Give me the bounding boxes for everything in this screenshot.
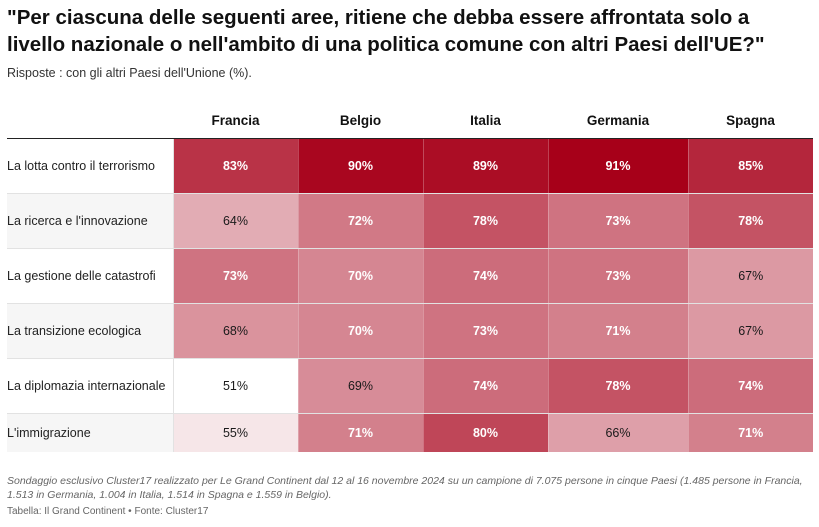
heat-cell-germania: 73%: [547, 193, 688, 249]
heat-cell-germania: 71%: [547, 303, 688, 359]
row-label: La lotta contro il terrorismo: [7, 138, 174, 194]
heat-cell-francia: 73%: [172, 248, 298, 304]
column-header-germania: Germania: [548, 103, 688, 139]
heat-cell-spagna: 67%: [687, 248, 813, 304]
heat-cell-francia: 83%: [172, 138, 298, 194]
column-header-spagna: Spagna: [688, 103, 813, 139]
heat-cell-francia: 55%: [172, 413, 298, 452]
heat-cell-belgio: 72%: [297, 193, 423, 249]
heat-cell-germania: 91%: [547, 138, 688, 194]
heat-cell-spagna: 78%: [687, 193, 813, 249]
heat-cell-italia: 89%: [422, 138, 548, 194]
table-row: La transizione ecologica 68% 70% 73% 71% 67%: [7, 303, 813, 359]
heatmap-body: La lotta contro il terrorismo 83% 90% 89% 91…: [7, 138, 813, 452]
heatmap-table: Francia Belgio Italia Germania Spagna La…: [7, 103, 813, 452]
header-row: Francia Belgio Italia Germania Spagna: [7, 103, 813, 139]
table-row: La gestione delle catastrofi 73% 70% 74% 73%…: [7, 248, 813, 304]
footnote: Sondaggio esclusivo Cluster17 realizzato…: [7, 475, 803, 501]
column-header-belgio: Belgio: [298, 103, 423, 139]
heat-cell-francia: 51%: [172, 358, 298, 414]
heat-cell-belgio: 90%: [297, 138, 423, 194]
heat-cell-germania: 73%: [547, 248, 688, 304]
heat-cell-italia: 74%: [422, 358, 548, 414]
heat-cell-belgio: 70%: [297, 248, 423, 304]
chart-title: "Per ciascuna delle seguenti aree, ritie…: [7, 6, 765, 56]
heat-cell-italia: 78%: [422, 193, 548, 249]
heat-cell-francia: 64%: [172, 193, 298, 249]
heat-cell-spagna: 74%: [687, 358, 813, 414]
heat-cell-italia: 74%: [422, 248, 548, 304]
heat-cell-italia: 80%: [422, 413, 548, 452]
row-label: La diplomazia internazionale: [7, 358, 174, 414]
row-label: L'immigrazione: [7, 413, 174, 452]
heat-cell-germania: 78%: [547, 358, 688, 414]
heat-cell-germania: 66%: [547, 413, 688, 452]
column-header-francia: Francia: [173, 103, 298, 139]
heat-cell-spagna: 67%: [687, 303, 813, 359]
table-row: L'immigrazione 55% 71% 80% 66% 71%: [7, 413, 813, 452]
heat-cell-belgio: 69%: [297, 358, 423, 414]
chart-subtitle: Risposte : con gli altri Paesi dell'Unio…: [7, 66, 252, 80]
heat-cell-spagna: 71%: [687, 413, 813, 452]
row-label: La gestione delle catastrofi: [7, 248, 174, 304]
table-row: La diplomazia internazionale 51% 69% 74% 78%…: [7, 358, 813, 414]
corner-cell: [7, 103, 173, 139]
heat-cell-belgio: 71%: [297, 413, 423, 452]
table-row: La ricerca e l'innovazione 64% 72% 78% 73% 78…: [7, 193, 813, 249]
heat-cell-francia: 68%: [172, 303, 298, 359]
row-label: La transizione ecologica: [7, 303, 174, 359]
row-label: La ricerca e l'innovazione: [7, 193, 174, 249]
heat-cell-italia: 73%: [422, 303, 548, 359]
column-header-italia: Italia: [423, 103, 548, 139]
source-credit: Tabella: Il Grand Continent • Fonte: Clu…: [7, 506, 209, 517]
table-row: La lotta contro il terrorismo 83% 90% 89% 91…: [7, 138, 813, 194]
heat-cell-spagna: 85%: [687, 138, 813, 194]
heat-cell-belgio: 70%: [297, 303, 423, 359]
